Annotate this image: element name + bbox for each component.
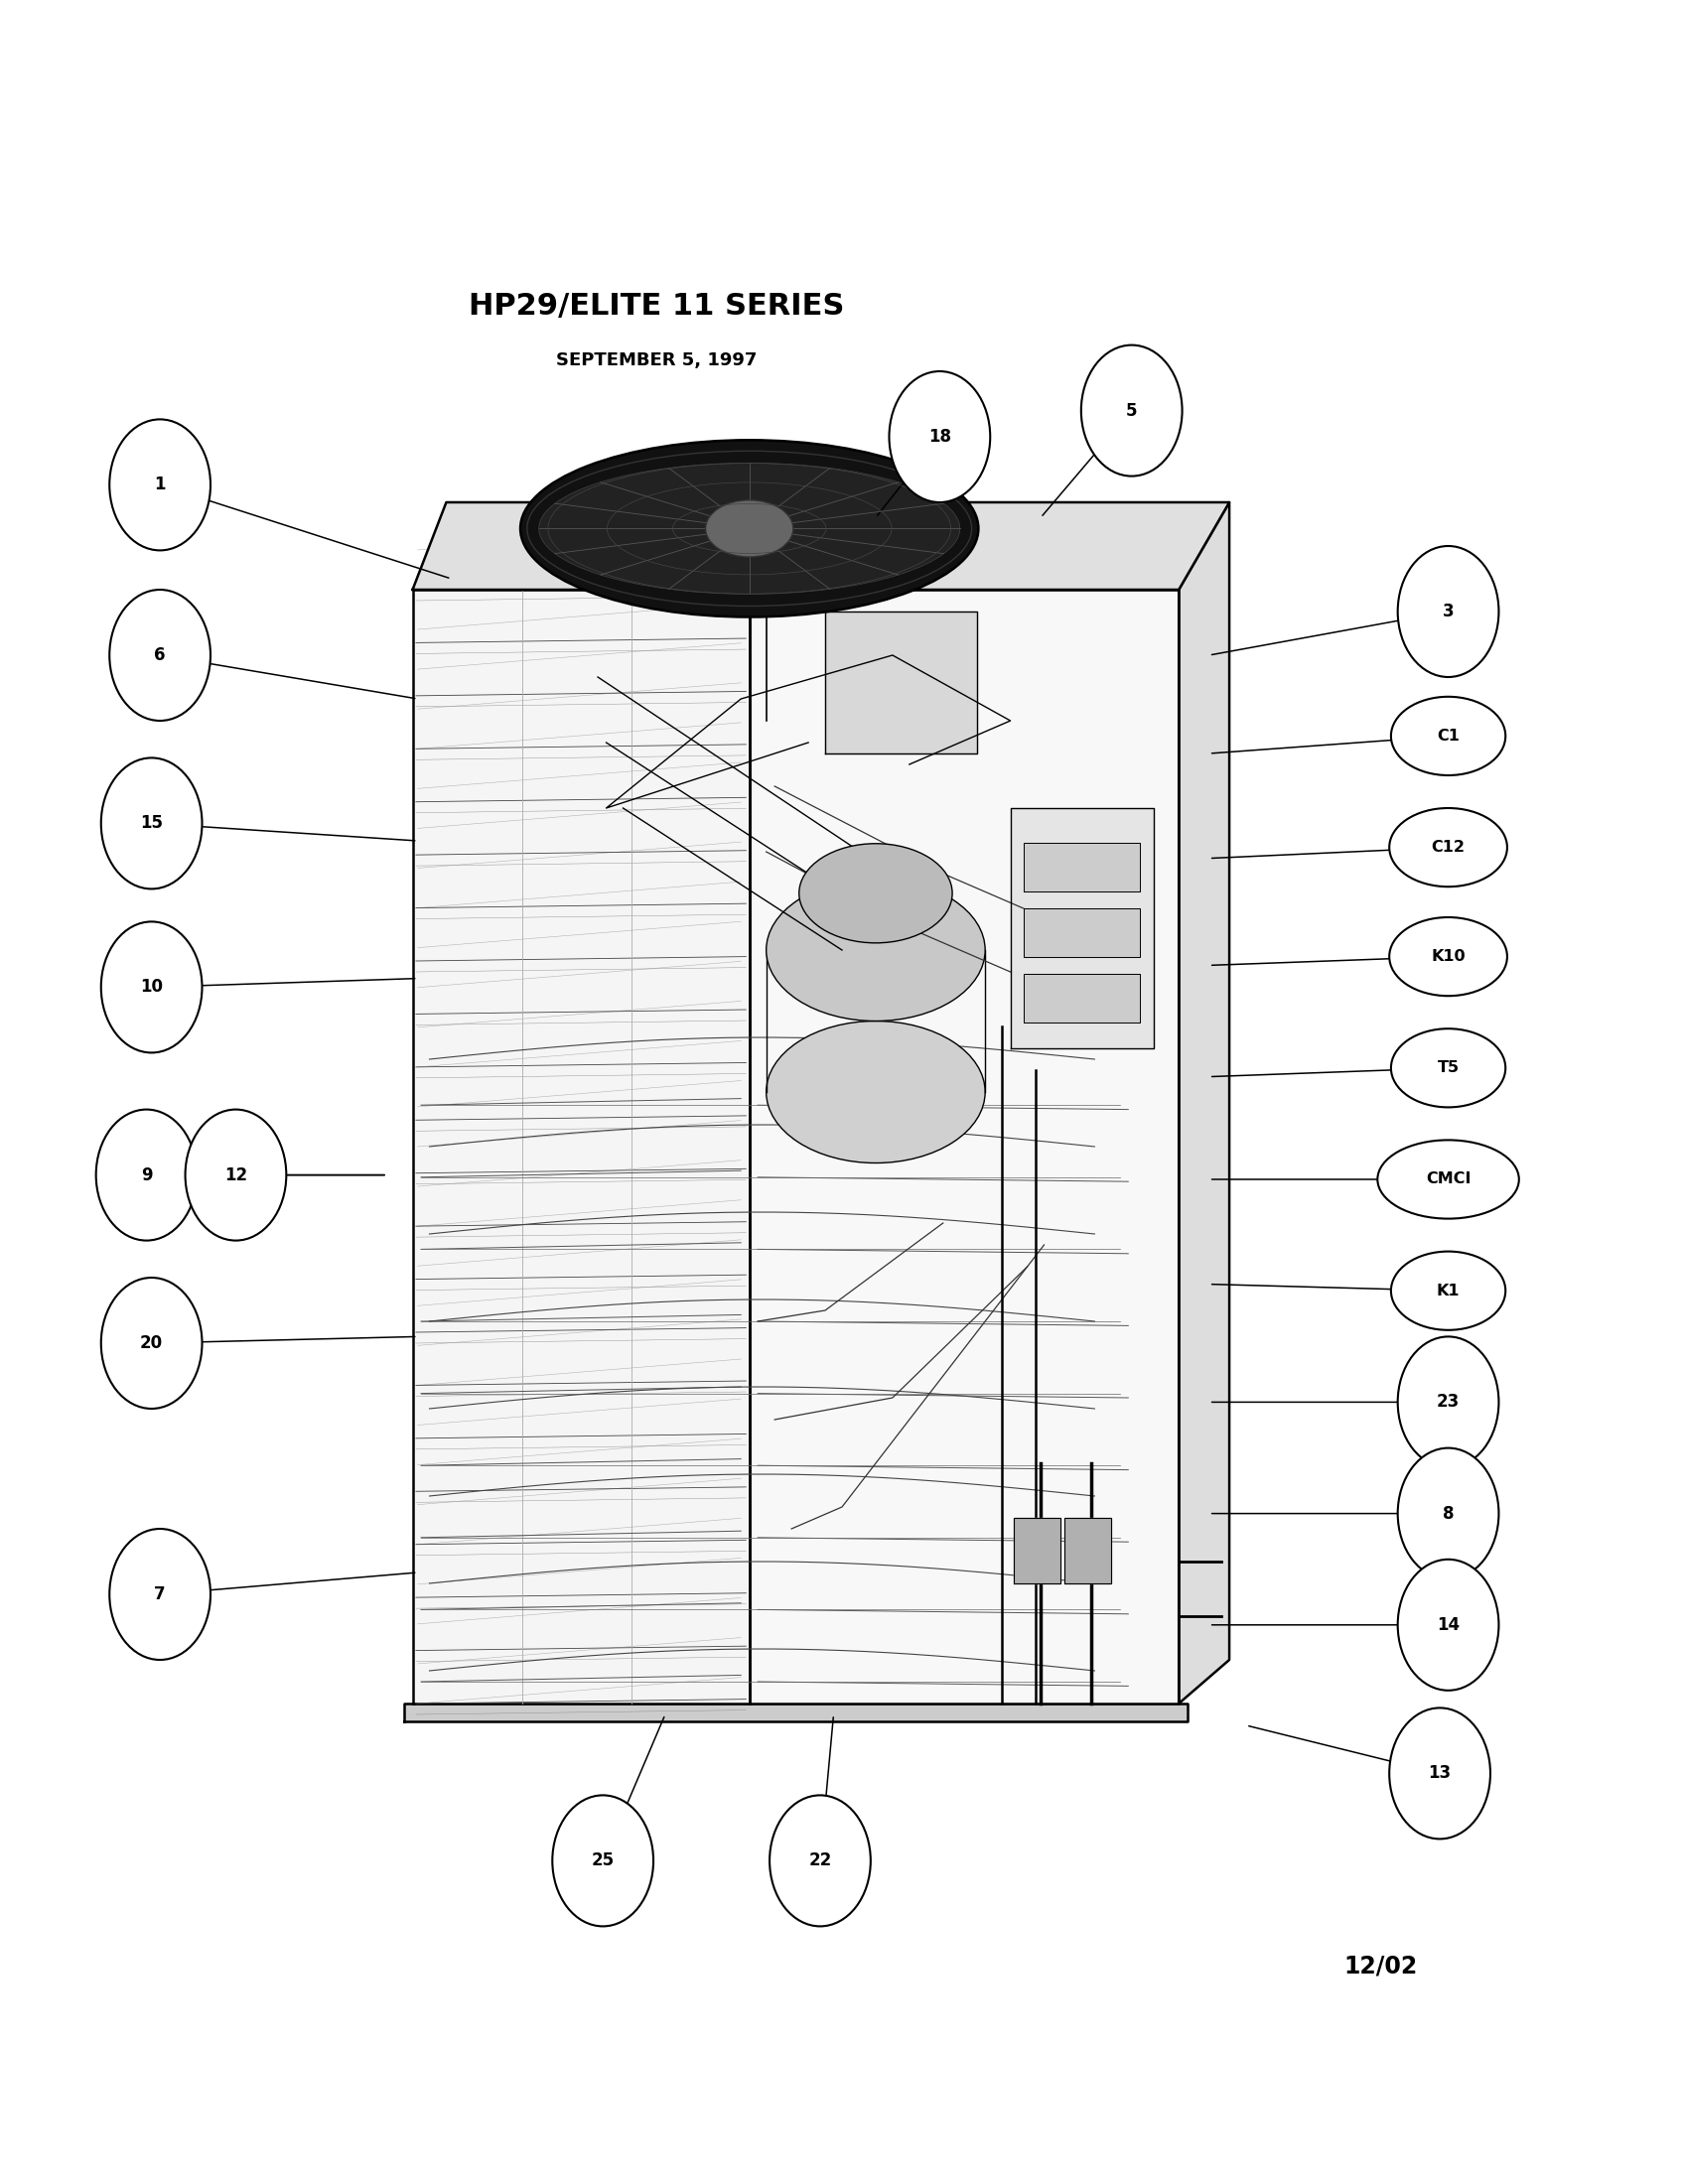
- Text: C1: C1: [1436, 729, 1460, 743]
- Text: 22: 22: [808, 1852, 832, 1870]
- Text: 20: 20: [140, 1334, 163, 1352]
- Polygon shape: [413, 590, 749, 1704]
- Polygon shape: [1179, 502, 1229, 1704]
- Text: 10: 10: [140, 978, 163, 996]
- Ellipse shape: [1391, 1029, 1505, 1107]
- Text: 12: 12: [224, 1166, 248, 1184]
- Ellipse shape: [766, 1022, 985, 1162]
- Text: CMCI: CMCI: [1426, 1173, 1470, 1186]
- Polygon shape: [404, 1704, 1187, 1721]
- Text: K1: K1: [1436, 1284, 1460, 1297]
- Text: C12: C12: [1431, 841, 1465, 854]
- Text: 25: 25: [591, 1852, 615, 1870]
- Polygon shape: [825, 612, 977, 753]
- Circle shape: [109, 1529, 210, 1660]
- Circle shape: [1398, 1559, 1499, 1690]
- Polygon shape: [1014, 1518, 1061, 1583]
- Circle shape: [101, 922, 202, 1053]
- Text: 13: 13: [1428, 1765, 1452, 1782]
- Polygon shape: [1024, 909, 1140, 957]
- Circle shape: [109, 590, 210, 721]
- Circle shape: [1081, 345, 1182, 476]
- Ellipse shape: [1378, 1140, 1519, 1219]
- Text: T5: T5: [1436, 1061, 1460, 1075]
- Ellipse shape: [1391, 1251, 1505, 1330]
- Text: 6: 6: [155, 646, 165, 664]
- Ellipse shape: [766, 880, 985, 1022]
- Ellipse shape: [520, 441, 978, 616]
- Text: 9: 9: [141, 1166, 152, 1184]
- Circle shape: [1389, 1708, 1490, 1839]
- Text: 14: 14: [1436, 1616, 1460, 1634]
- Text: K10: K10: [1431, 950, 1465, 963]
- Text: 3: 3: [1443, 603, 1453, 620]
- Ellipse shape: [706, 500, 793, 557]
- Polygon shape: [1024, 843, 1140, 891]
- Circle shape: [1398, 1337, 1499, 1468]
- Circle shape: [96, 1109, 197, 1241]
- Circle shape: [109, 419, 210, 550]
- Polygon shape: [749, 590, 1179, 1704]
- Polygon shape: [413, 502, 1229, 590]
- Text: 7: 7: [155, 1586, 165, 1603]
- Polygon shape: [1064, 1518, 1111, 1583]
- Polygon shape: [1024, 974, 1140, 1022]
- Ellipse shape: [539, 463, 960, 594]
- Text: 8: 8: [1443, 1505, 1453, 1522]
- Circle shape: [101, 758, 202, 889]
- Circle shape: [770, 1795, 871, 1926]
- Circle shape: [185, 1109, 286, 1241]
- Text: 18: 18: [928, 428, 951, 446]
- Text: 5: 5: [1127, 402, 1137, 419]
- Ellipse shape: [1389, 808, 1507, 887]
- Ellipse shape: [1391, 697, 1505, 775]
- Ellipse shape: [798, 843, 953, 943]
- Text: SEPTEMBER 5, 1997: SEPTEMBER 5, 1997: [556, 352, 758, 369]
- Circle shape: [101, 1278, 202, 1409]
- Circle shape: [889, 371, 990, 502]
- Circle shape: [552, 1795, 653, 1926]
- Text: 15: 15: [140, 815, 163, 832]
- Text: 23: 23: [1436, 1393, 1460, 1411]
- Ellipse shape: [1389, 917, 1507, 996]
- Circle shape: [1398, 1448, 1499, 1579]
- Text: HP29/ELITE 11 SERIES: HP29/ELITE 11 SERIES: [468, 290, 845, 321]
- Circle shape: [1398, 546, 1499, 677]
- Text: 12/02: 12/02: [1344, 1955, 1418, 1977]
- Polygon shape: [1010, 808, 1154, 1048]
- Text: 1: 1: [155, 476, 165, 494]
